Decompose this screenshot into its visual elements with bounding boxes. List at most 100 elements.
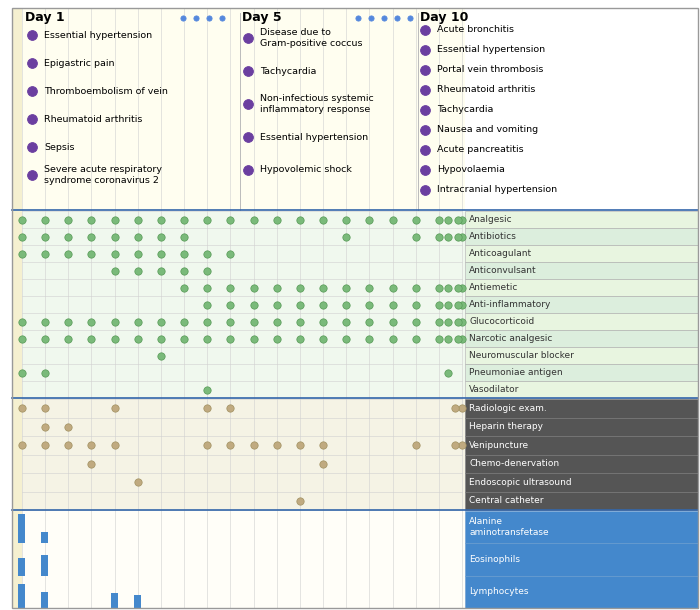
Point: [178, 282, 190, 292]
Point: [419, 65, 430, 75]
Point: [387, 317, 398, 326]
Text: Pneumoniae antigen: Pneumoniae antigen: [469, 368, 563, 377]
Bar: [465, 313, 698, 330]
Point: [341, 215, 352, 224]
Bar: [465, 262, 698, 279]
Point: [132, 249, 144, 259]
Point: [433, 232, 444, 242]
Text: Vasodilator: Vasodilator: [469, 385, 519, 394]
Point: [452, 232, 463, 242]
Point: [242, 132, 253, 142]
Point: [410, 282, 421, 292]
Text: Essential hypertension: Essential hypertension: [437, 46, 545, 54]
Bar: [465, 576, 698, 608]
Point: [248, 282, 259, 292]
Point: [442, 282, 454, 292]
Point: [294, 282, 305, 292]
Point: [442, 232, 454, 242]
Point: [202, 215, 213, 224]
Point: [202, 385, 213, 395]
Point: [410, 232, 421, 242]
Point: [442, 300, 454, 309]
Point: [294, 317, 305, 326]
Text: Rheumatoid arthritis: Rheumatoid arthritis: [437, 85, 536, 95]
Point: [248, 215, 259, 224]
Point: [456, 300, 468, 309]
Point: [40, 368, 51, 378]
Point: [132, 334, 144, 343]
Point: [109, 334, 120, 343]
Point: [456, 440, 468, 450]
Bar: [465, 296, 698, 313]
Point: [318, 215, 329, 224]
Point: [271, 215, 282, 224]
Point: [225, 215, 236, 224]
Point: [248, 334, 259, 343]
Point: [294, 334, 305, 343]
Point: [202, 265, 213, 275]
Bar: [12, 211, 465, 398]
Point: [202, 317, 213, 326]
Point: [433, 215, 444, 224]
Point: [109, 440, 120, 450]
Point: [109, 265, 120, 275]
Text: Central catheter: Central catheter: [469, 497, 543, 505]
Point: [242, 66, 253, 76]
Text: Analgesic: Analgesic: [469, 215, 512, 224]
Point: [419, 165, 430, 175]
Bar: [41, 532, 48, 544]
Point: [419, 85, 430, 95]
Bar: [465, 330, 698, 347]
Text: Epigastric pain: Epigastric pain: [44, 59, 115, 68]
Point: [177, 13, 188, 23]
Text: Antiemetic: Antiemetic: [469, 283, 519, 292]
Point: [242, 165, 253, 175]
Bar: [465, 228, 698, 245]
Point: [132, 232, 144, 242]
Text: Alanine
aminotransfetase: Alanine aminotransfetase: [469, 517, 549, 537]
Point: [86, 334, 97, 343]
Point: [63, 215, 74, 224]
Point: [27, 142, 38, 152]
Point: [456, 215, 468, 224]
Point: [40, 215, 51, 224]
Point: [132, 265, 144, 275]
Point: [178, 249, 190, 259]
Point: [391, 13, 402, 23]
Point: [271, 334, 282, 343]
Bar: [465, 347, 698, 364]
Point: [242, 33, 253, 43]
Point: [225, 282, 236, 292]
Text: Lymphocytes: Lymphocytes: [469, 587, 528, 597]
Point: [132, 478, 144, 487]
Point: [86, 249, 97, 259]
Point: [225, 249, 236, 259]
Point: [16, 215, 27, 224]
Text: Acute pancreatitis: Acute pancreatitis: [437, 146, 524, 154]
Bar: [41, 554, 48, 576]
Bar: [465, 211, 698, 228]
Point: [40, 403, 51, 413]
Point: [27, 30, 38, 40]
Point: [433, 317, 444, 326]
Point: [16, 317, 27, 326]
Bar: [465, 381, 698, 398]
Text: Thromboembolism of vein: Thromboembolism of vein: [44, 87, 168, 96]
Point: [364, 334, 375, 343]
Point: [419, 185, 430, 195]
Point: [294, 440, 305, 450]
Point: [63, 232, 74, 242]
Text: Endoscopic ultrasound: Endoscopic ultrasound: [469, 478, 572, 487]
Text: Hypovolemic shock: Hypovolemic shock: [260, 165, 352, 174]
Text: Hypovolaemia: Hypovolaemia: [437, 165, 505, 174]
Point: [202, 334, 213, 343]
Text: Rheumatoid arthritis: Rheumatoid arthritis: [44, 115, 142, 123]
Point: [109, 249, 120, 259]
Bar: [465, 544, 698, 576]
Point: [16, 249, 27, 259]
Point: [40, 440, 51, 450]
Point: [40, 317, 51, 326]
Bar: [465, 511, 698, 544]
Point: [16, 440, 27, 450]
Point: [225, 317, 236, 326]
